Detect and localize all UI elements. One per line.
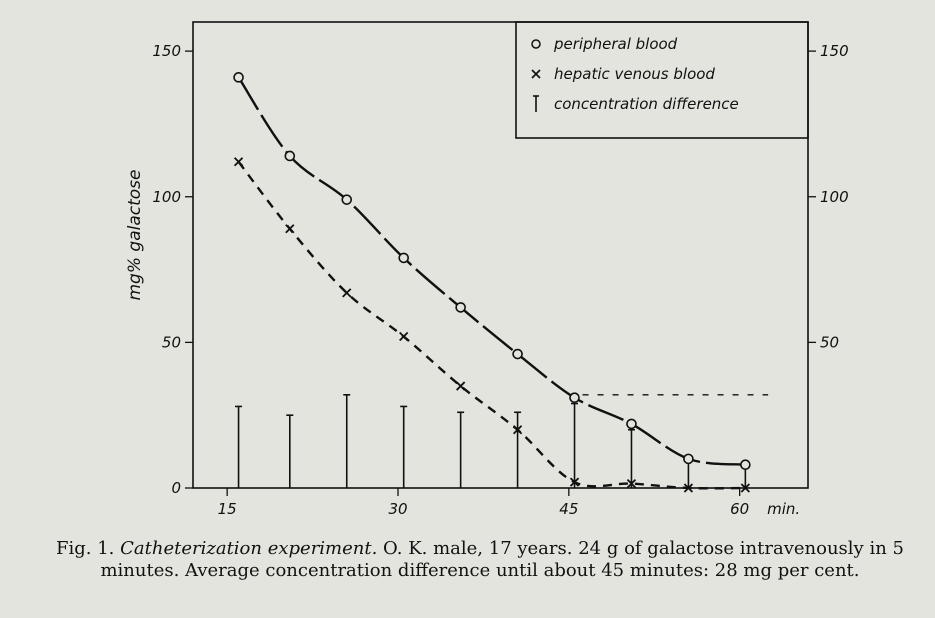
peripheral-blood-point xyxy=(341,194,353,205)
galactose-chart: 15 30 45 60 min. 0 50 100 150 50 100 150 mg% galacto… xyxy=(125,21,849,518)
hepatic-venous-point xyxy=(683,483,694,493)
peripheral-blood-point xyxy=(233,72,244,83)
x-tick-label: 30 xyxy=(388,500,407,518)
cross-marker xyxy=(285,224,295,234)
plot-frame xyxy=(192,21,809,489)
y-tick-label: 50 xyxy=(162,333,181,351)
hepatic-venous-point xyxy=(456,381,466,391)
caption-rest: O. K. male, 17 years. 24 g of galactose … xyxy=(100,538,904,581)
cross-marker xyxy=(626,478,637,489)
y-axis-label: mg% galactose xyxy=(125,170,145,301)
caption-italic: Catheterization experiment. xyxy=(120,538,378,559)
x-unit-label: min. xyxy=(767,500,800,518)
y-tick-label: 100 xyxy=(152,188,181,206)
hepatic-venous-point xyxy=(512,425,523,435)
chart-container: 15 30 45 60 min. 0 50 100 150 50 100 150 mg% galacto… xyxy=(125,21,849,518)
cross-marker xyxy=(740,483,750,493)
legend-cross-marker xyxy=(531,69,541,79)
cross-marker xyxy=(399,331,409,342)
peripheral-blood-point xyxy=(740,459,751,471)
peripheral-blood-point xyxy=(569,392,580,404)
hepatic-venous-point xyxy=(626,478,637,489)
x-tick-label: 45 xyxy=(559,500,578,518)
y-tick-label: 150 xyxy=(152,42,181,60)
hepatic-venous-point xyxy=(399,331,409,342)
caption-prefix: Fig. 1. xyxy=(56,538,121,559)
figure-caption: Fig. 1. Catheterization experiment. O. K… xyxy=(40,538,920,582)
legend-box xyxy=(515,21,809,139)
hepatic-venous-point xyxy=(233,157,244,167)
peripheral-blood-point xyxy=(626,418,637,430)
hepatic-venous-point xyxy=(569,477,580,487)
peripheral-blood-line xyxy=(237,76,746,466)
right-y-tick-label: 150 xyxy=(820,42,849,60)
cross-marker xyxy=(569,477,580,487)
peripheral-blood-point xyxy=(683,453,694,465)
peripheral-blood-point xyxy=(284,150,296,162)
cross-marker xyxy=(342,288,352,298)
hepatic-venous-line xyxy=(237,161,746,490)
x-tick-label: 60 xyxy=(730,500,749,518)
legend-label: peripheral blood xyxy=(553,35,678,53)
legend-circle-marker xyxy=(531,39,541,49)
hepatic-venous-point xyxy=(740,483,750,493)
right-y-tick-label: 50 xyxy=(820,333,839,351)
right-y-tick-label: 100 xyxy=(820,188,849,206)
cross-marker xyxy=(683,483,694,493)
peripheral-blood-point xyxy=(455,302,466,313)
cross-marker xyxy=(512,425,523,435)
legend-label: concentration difference xyxy=(554,95,739,113)
peripheral-blood-point xyxy=(398,252,409,264)
cross-marker xyxy=(456,381,466,391)
hepatic-venous-point xyxy=(342,288,352,298)
x-tick-label: 15 xyxy=(218,500,237,518)
y-tick-label: 0 xyxy=(171,479,181,497)
hepatic-venous-point xyxy=(285,224,295,234)
legend-label: hepatic venous blood xyxy=(554,65,715,83)
cross-marker xyxy=(233,157,244,167)
peripheral-blood-point xyxy=(512,348,523,360)
